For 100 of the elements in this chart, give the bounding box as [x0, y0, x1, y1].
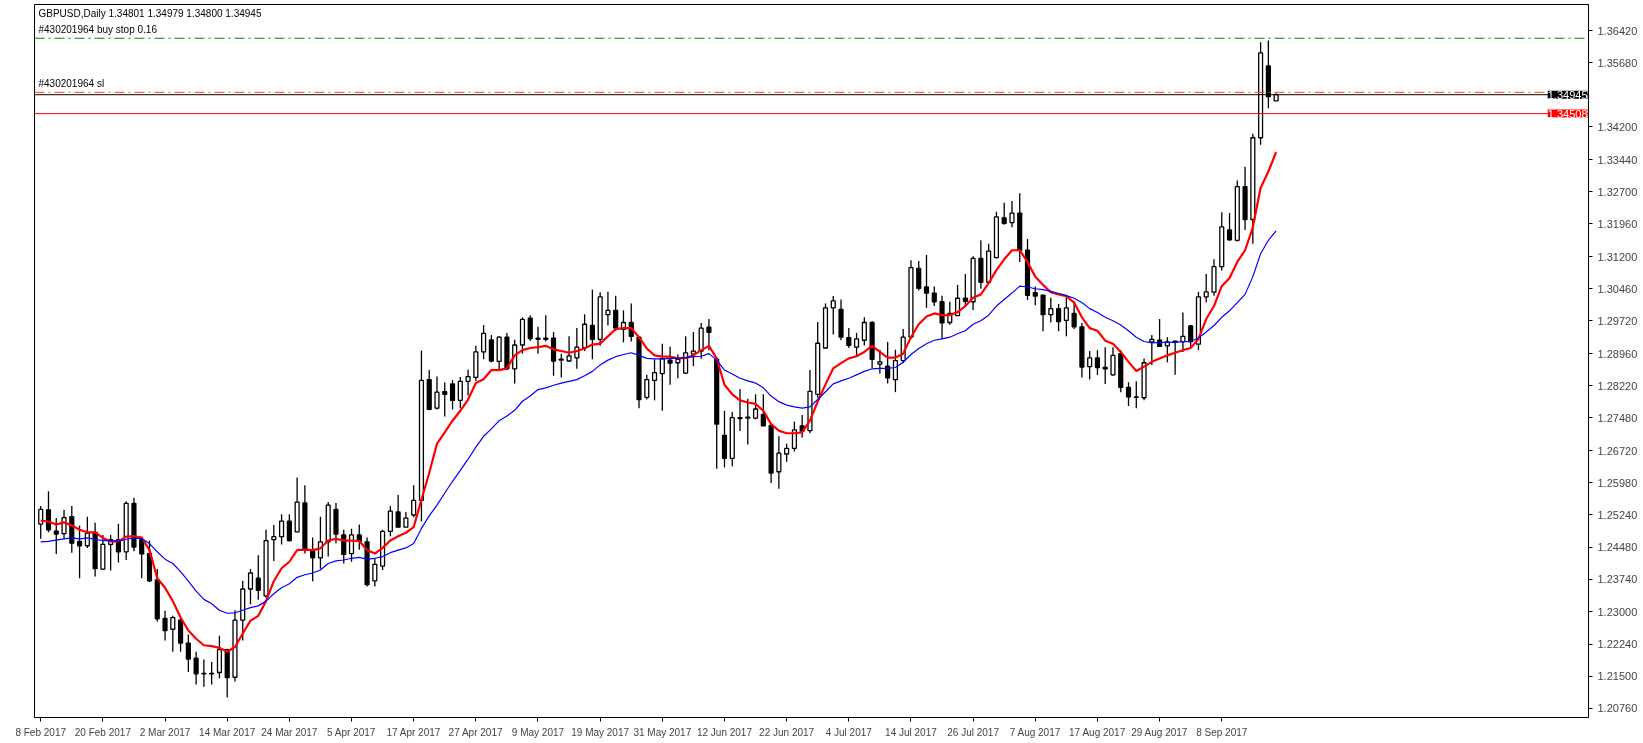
x-tick-label: 24 Mar 2017: [261, 726, 318, 738]
y-tick-label: 1.24480: [1597, 541, 1638, 554]
candlestick: [38, 505, 44, 540]
candlestick: [931, 285, 937, 307]
x-tick-label: 17 Aug 2017: [1069, 726, 1126, 738]
candlestick: [1063, 295, 1069, 337]
ref-line-label: #430201964 buy stop 0.16: [38, 24, 158, 36]
y-tick-label: 1.25980: [1597, 476, 1638, 489]
y-tick-label: 1.33440: [1597, 153, 1638, 166]
x-tick-label: 27 Apr 2017: [448, 726, 503, 738]
candlestick: [1001, 202, 1007, 226]
x-tick-label: 31 May 2017: [633, 726, 692, 738]
candlestick: [558, 353, 564, 379]
y-tick-label: 1.30460: [1597, 282, 1638, 295]
candlestick: [752, 393, 759, 421]
candlestick: [589, 288, 595, 360]
candlestick: [830, 295, 836, 336]
chart-title: GBPUSD,Daily 1.34801 1.34979 1.34800 1.34945: [38, 7, 262, 19]
x-tick-label: 14 Jul 2017: [885, 726, 938, 738]
candlestick: [76, 524, 83, 579]
candlestick: [535, 326, 541, 355]
ref-line-label: #430201964 sl: [38, 78, 105, 90]
candlestick: [939, 295, 945, 340]
candlestick: [853, 332, 860, 358]
candlestick: [721, 410, 728, 469]
candlestick: [543, 314, 549, 343]
line-series: [40, 230, 1277, 614]
x-tick-label: 17 Apr 2017: [386, 726, 441, 738]
x-tick-label: 2 Mar 2017: [139, 726, 191, 738]
candlestick: [737, 388, 743, 432]
y-tick-label: 1.22240: [1597, 638, 1638, 651]
candlestick: [481, 324, 487, 360]
candlestick: [1110, 346, 1116, 377]
x-tick-label: 14 Mar 2017: [199, 726, 256, 738]
x-tick-label: 5 Apr 2017: [327, 726, 376, 738]
candlestick: [566, 335, 572, 363]
candlestick: [1188, 324, 1194, 348]
candlestick: [760, 393, 766, 427]
ref-line-label: 1.34945: [1547, 88, 1588, 101]
x-tick-label: 29 Aug 2017: [1131, 726, 1188, 738]
candlestick: [745, 397, 751, 446]
candlestick: [1133, 380, 1139, 409]
candlestick: [53, 517, 59, 555]
y-tick-label: 1.23000: [1597, 605, 1638, 618]
candlestick: [442, 381, 448, 418]
candlestick: [651, 358, 658, 402]
candlestick: [61, 509, 67, 540]
candlestick: [776, 435, 782, 490]
candlestick: [1203, 273, 1209, 303]
y-tick-label: 1.34200: [1597, 120, 1638, 133]
candlestick: [1226, 212, 1233, 242]
candlestick: [1087, 350, 1093, 381]
y-tick-label: 1.31200: [1597, 250, 1638, 263]
candlestick: [706, 318, 712, 351]
candlestick: [488, 334, 494, 363]
candlestick: [916, 260, 922, 292]
y-tick-label: 1.25240: [1597, 508, 1638, 521]
candlestick: [387, 505, 393, 537]
y-tick-label: 1.36420: [1597, 24, 1638, 37]
candlestick: [372, 557, 378, 588]
x-tick-label: 8 Feb 2017: [15, 726, 67, 738]
candlestick: [162, 609, 168, 642]
candlestick: [659, 343, 665, 412]
candlestick: [271, 524, 277, 562]
candlestick: [784, 442, 790, 463]
candlestick: [582, 313, 588, 352]
candlestick: [962, 273, 968, 307]
x-tick-label: 26 Jul 2017: [947, 726, 1000, 738]
candlestick: [185, 633, 191, 673]
x-tick-label: 4 Jul 2017: [825, 726, 873, 738]
candlestick: [255, 554, 261, 601]
candlestick: [644, 374, 650, 401]
candlestick: [667, 346, 673, 386]
candlestick: [1055, 303, 1062, 332]
candlestick: [411, 484, 417, 518]
candlestick: [216, 635, 223, 679]
candlestick: [861, 316, 867, 347]
candlestick: [550, 331, 557, 377]
candlestick: [923, 254, 930, 309]
candlestick: [683, 335, 689, 375]
y-tick-label: 1.21500: [1597, 670, 1638, 683]
candlestick: [278, 513, 285, 546]
y-tick-label: 1.26720: [1597, 444, 1638, 457]
candlestick: [465, 369, 471, 397]
candlestick: [170, 615, 176, 653]
candlestick: [457, 376, 463, 409]
y-tick-label: 1.35680: [1597, 56, 1638, 69]
x-tick-label: 12 Jun 2017: [696, 726, 753, 738]
candlestick: [698, 322, 704, 360]
x-tick-label: 20 Feb 2017: [74, 726, 132, 738]
candlestick: [395, 494, 401, 528]
line-series: [39, 150, 1278, 653]
ref-line-label: 1.34508: [1547, 107, 1588, 120]
candlestick: [978, 239, 984, 290]
candlestick: [434, 375, 440, 411]
x-tick-label: 7 Aug 2017: [1009, 726, 1061, 738]
y-tick-label: 1.23740: [1597, 573, 1638, 586]
candlestick: [1094, 349, 1101, 376]
candlestick: [1164, 336, 1170, 363]
candlestick: [1048, 297, 1054, 324]
